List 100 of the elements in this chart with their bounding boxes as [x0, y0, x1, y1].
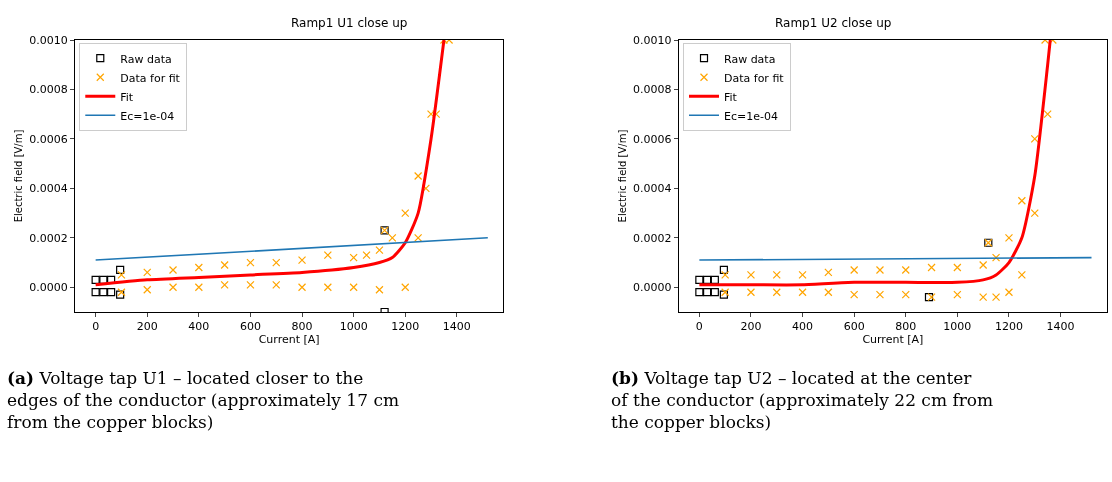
point — [991, 253, 1001, 262]
point — [414, 233, 423, 242]
y-axis-title: Electric field [V/m] — [617, 129, 629, 223]
x-tick-label: 0 — [695, 320, 703, 334]
text: (a) Voltage tap U1 – located closer to the edges of the conductor (approximately 17 cm from the copper blocks) — [7, 368, 400, 433]
point — [297, 283, 307, 292]
point — [323, 283, 332, 292]
point — [1030, 208, 1039, 218]
point — [99, 275, 108, 284]
x-tick-label: 1000 — [339, 320, 368, 334]
y-tick-label: 0.0010 — [633, 33, 672, 47]
legend-label: Ec=1e-04 — [120, 109, 175, 123]
y-tick-label: 0.0002 — [633, 231, 672, 245]
point — [143, 268, 152, 277]
y-tick-label: 0.0008 — [633, 83, 672, 97]
point — [168, 265, 178, 275]
legend-label: Data for fit — [120, 71, 181, 85]
point — [901, 290, 910, 299]
point — [875, 265, 885, 275]
point — [116, 265, 125, 275]
point — [401, 283, 410, 292]
point — [246, 280, 255, 289]
x-axis-title: Current [A] — [862, 333, 924, 347]
y-tick-label: 0.0006 — [633, 132, 672, 146]
point — [220, 260, 229, 270]
point — [91, 275, 100, 284]
y-axis-title: Electric field [V/m] — [13, 129, 25, 223]
point — [143, 285, 152, 294]
point — [91, 288, 100, 297]
point — [875, 290, 885, 299]
x-tick-label: 200 — [740, 320, 762, 334]
point — [272, 258, 281, 267]
y-tick-label: 0.0000 — [29, 281, 68, 295]
legend-label: Raw data — [120, 52, 172, 66]
y-tick-label: 0.0006 — [29, 132, 68, 146]
point — [1017, 196, 1026, 205]
point — [719, 265, 728, 275]
point — [746, 288, 756, 297]
chart-title: Ramp1 U1 close up — [291, 16, 408, 30]
x-tick-label: 400 — [792, 320, 814, 334]
x-tick-label: 400 — [188, 320, 210, 334]
x-tick-label: 600 — [239, 320, 261, 334]
point — [1017, 270, 1026, 280]
point — [99, 288, 108, 297]
point — [246, 258, 255, 267]
x-tick-label: 200 — [136, 320, 158, 334]
point — [798, 288, 807, 297]
point — [927, 263, 936, 272]
point — [297, 255, 307, 265]
x-tick-label: 1000 — [943, 320, 972, 334]
point — [695, 288, 704, 297]
line-series — [697, 40, 1052, 287]
point — [375, 246, 384, 255]
point — [194, 283, 203, 292]
x-tick-label: 1400 — [1046, 320, 1075, 334]
point — [1043, 110, 1052, 119]
point — [194, 263, 203, 272]
point — [824, 288, 833, 297]
point — [798, 270, 807, 280]
y-tick-label: 0.0002 — [29, 231, 68, 245]
point — [901, 265, 910, 275]
point — [772, 270, 781, 280]
point — [850, 265, 859, 275]
point — [979, 293, 988, 302]
y-tick-label: 0.0008 — [29, 83, 68, 97]
chart-title: Ramp1 U2 close up — [775, 16, 892, 30]
point — [953, 290, 962, 299]
point — [117, 270, 126, 280]
legend-label: Ec=1e-04 — [724, 109, 778, 123]
point — [1004, 233, 1014, 242]
x-axis-title: Current [A] — [258, 333, 320, 347]
point — [710, 288, 719, 297]
point — [375, 285, 384, 294]
x-tick-label: 0 — [92, 320, 100, 334]
legend-label: Fit — [120, 90, 134, 104]
y-tick-label: 0.0004 — [633, 182, 672, 196]
legend-label: Fit — [724, 90, 738, 104]
point — [850, 290, 859, 299]
x-tick-label: 1200 — [994, 320, 1023, 334]
point — [272, 280, 281, 289]
x-tick-label: 800 — [291, 320, 313, 334]
y-tick-label: 0.0010 — [29, 33, 68, 47]
point — [107, 288, 116, 297]
point — [414, 171, 423, 181]
y-tick-label: 0.0004 — [29, 182, 68, 196]
point — [824, 268, 833, 277]
x-tick-label: 800 — [895, 320, 917, 334]
point — [349, 253, 358, 262]
point — [991, 293, 1001, 302]
legend-label: Data for fit — [724, 71, 785, 85]
point — [703, 288, 712, 297]
y-tick-label: 0.0000 — [633, 281, 672, 295]
point — [349, 283, 358, 292]
x-tick-label: 600 — [843, 320, 865, 334]
point — [772, 288, 781, 297]
point — [362, 251, 371, 260]
point — [220, 280, 229, 289]
text: (b) Voltage tap U2 – located at the center of the conductor (approximately 22 cm from the copper blocks) — [611, 368, 994, 433]
point — [695, 275, 704, 284]
point — [1030, 134, 1039, 144]
